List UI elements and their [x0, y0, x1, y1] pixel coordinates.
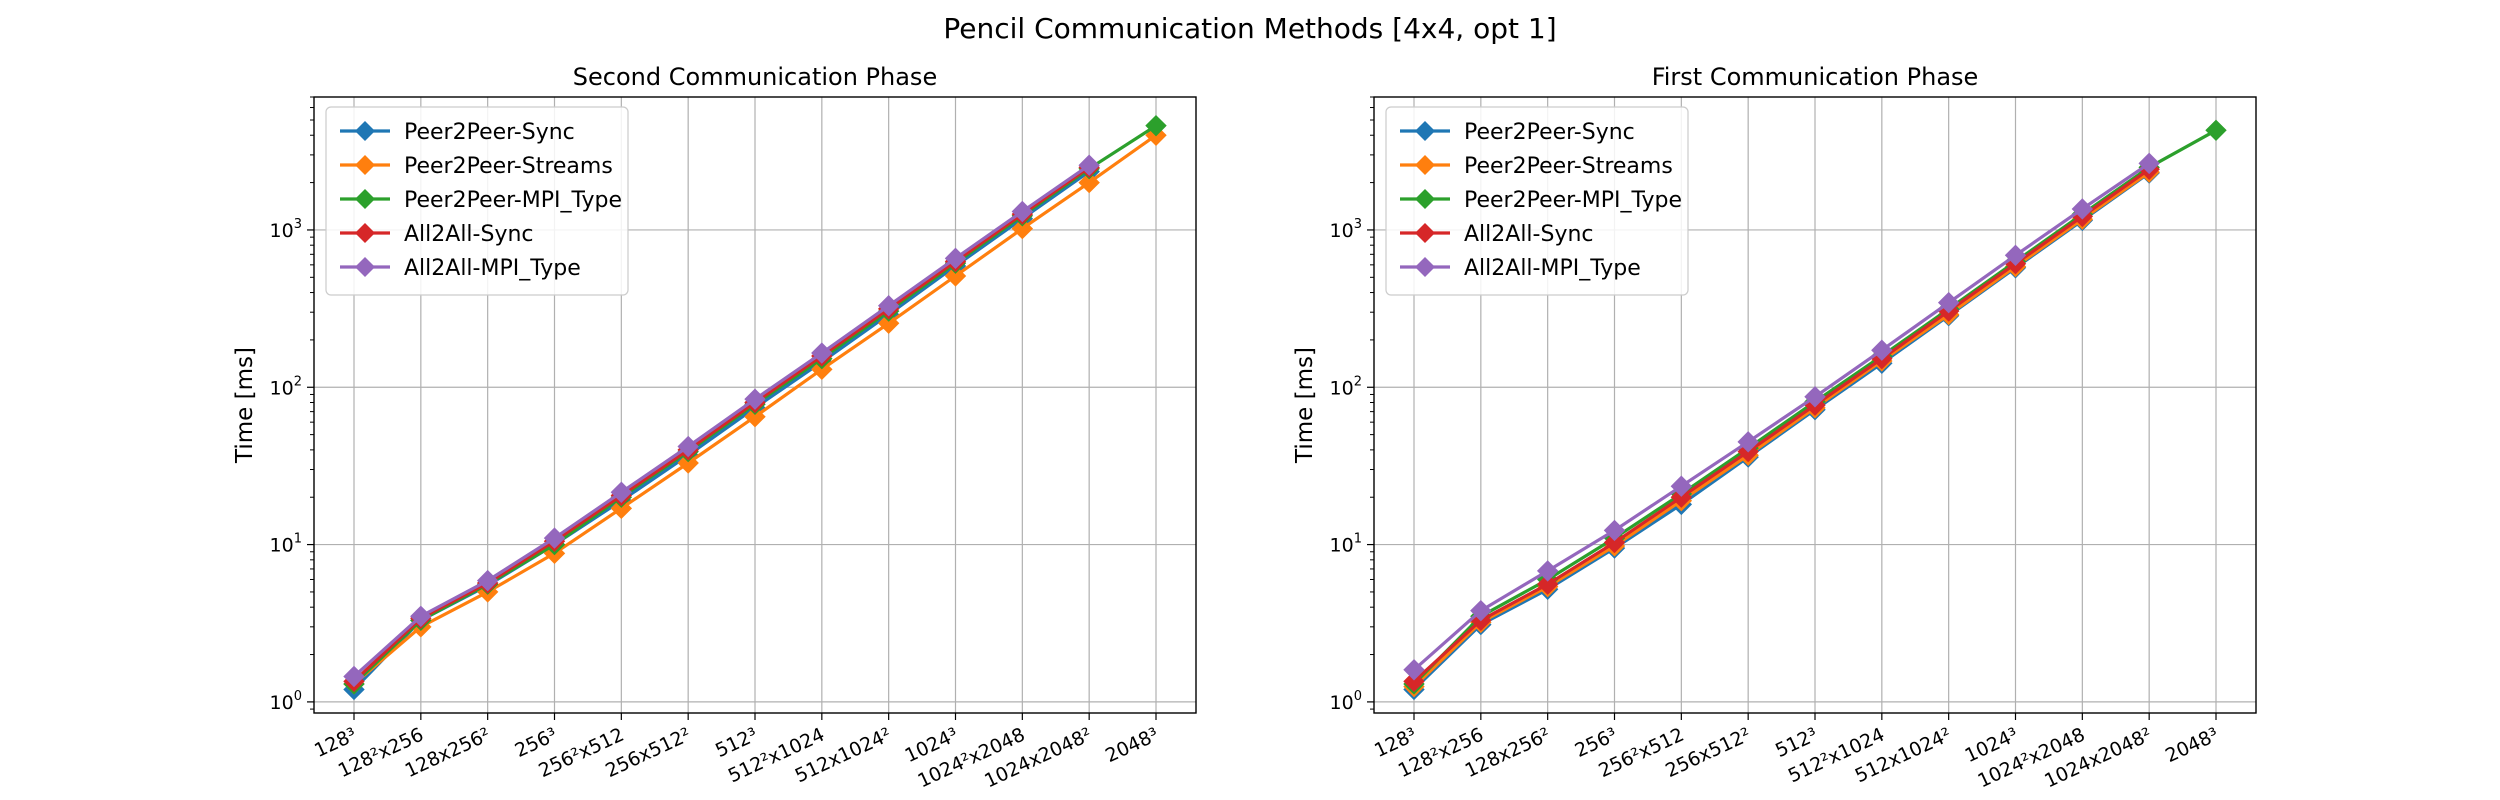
data-point — [1937, 291, 1960, 314]
data-point — [610, 481, 633, 503]
legend-label: Peer2Peer-Sync — [1464, 120, 1635, 145]
data-point — [811, 342, 833, 364]
legend-label: Peer2Peer-MPI_Type — [404, 188, 622, 213]
legend-marker — [1415, 257, 1435, 277]
legend: Peer2Peer-Sync Peer2Peer-Streams Peer2Peer… — [1385, 106, 1689, 296]
data-point — [410, 605, 432, 628]
data-point — [677, 435, 699, 458]
series-line — [1412, 167, 2151, 683]
data-point — [944, 247, 967, 270]
legend-marker — [1415, 223, 1435, 243]
data-point — [476, 569, 499, 592]
figure-suptitle: Pencil Communication Methods [4x4, opt 1… — [943, 12, 1556, 45]
data-point — [944, 265, 967, 287]
chart-title: Second Communication Phase — [573, 63, 937, 91]
data-point — [2004, 244, 2027, 267]
data-point — [2071, 198, 2094, 220]
y-tick-label: 103 — [270, 217, 302, 242]
y-tick-label: 101 — [1330, 532, 1362, 557]
chart-panel-second-phase: Second Communication Phase128³128²x25612… — [232, 63, 1197, 792]
legend-marker — [1415, 121, 1435, 141]
chart-panel-first-phase: First Communication Phase128³128²x256128… — [1292, 63, 2257, 792]
data-point — [677, 452, 699, 474]
legend-marker — [355, 189, 375, 209]
legend-marker — [1415, 189, 1435, 209]
data-point — [1011, 200, 1034, 223]
data-point — [1078, 171, 1100, 194]
legend-marker — [355, 155, 375, 175]
legend-marker — [1415, 155, 1435, 175]
data-point — [1603, 531, 1626, 554]
legend-label: Peer2Peer-Streams — [1464, 154, 1673, 179]
series-line — [352, 165, 1091, 683]
legend-marker — [355, 223, 375, 243]
data-point — [343, 665, 365, 688]
data-point — [744, 405, 766, 428]
data-point — [1470, 599, 1492, 622]
series-line — [352, 163, 1091, 678]
data-point — [1536, 560, 1559, 582]
series-line — [1412, 162, 2151, 671]
data-point — [744, 388, 766, 410]
data-point — [1603, 519, 1626, 542]
legend-label: All2All-MPI_Type — [404, 256, 581, 281]
legend-label: All2All-Sync — [1464, 222, 1594, 247]
data-point — [877, 294, 900, 317]
x-tick-label: 2048³ — [2162, 724, 2222, 768]
legend-marker — [355, 257, 375, 277]
data-point — [877, 312, 900, 335]
data-point — [1403, 659, 1425, 681]
legend-label: Peer2Peer-Streams — [404, 154, 613, 179]
y-tick-label: 100 — [1330, 689, 1362, 714]
chart-title: First Communication Phase — [1652, 63, 1979, 91]
data-point — [543, 527, 566, 549]
data-point — [1737, 431, 1759, 453]
data-point — [2205, 119, 2227, 142]
legend-label: All2All-Sync — [404, 222, 534, 247]
series-All2All-MPI_Type — [1403, 152, 2160, 681]
legend-label: Peer2Peer-MPI_Type — [1464, 188, 1682, 213]
legend-label: All2All-MPI_Type — [1464, 256, 1641, 281]
legend-label: Peer2Peer-Sync — [404, 120, 575, 145]
data-point — [1670, 486, 1693, 508]
data-point — [1403, 670, 1425, 693]
data-point — [1536, 573, 1559, 595]
series-line — [1412, 170, 2151, 688]
y-axis-label: Time [ms] — [1292, 347, 1318, 464]
data-point — [610, 497, 633, 520]
series-All2All-MPI_Type — [343, 154, 1100, 688]
y-tick-label: 101 — [270, 532, 302, 557]
y-axis-label: Time [ms] — [232, 347, 258, 464]
data-point — [1871, 339, 1893, 361]
legend-marker — [355, 121, 375, 141]
legend-box — [325, 106, 629, 296]
data-point — [1670, 475, 1693, 497]
data-point — [1145, 114, 1167, 137]
data-point — [1078, 154, 1100, 176]
data-point — [1804, 386, 1826, 408]
data-point — [1011, 217, 1034, 240]
legend: Peer2Peer-Sync Peer2Peer-Streams Peer2Peer… — [325, 106, 629, 296]
y-tick-label: 102 — [1330, 374, 1362, 399]
axes-frame — [313, 96, 1197, 714]
legend-box — [1385, 106, 1689, 296]
data-point — [2138, 152, 2160, 175]
x-tick-label: 2048³ — [1102, 724, 1162, 768]
y-tick-label: 103 — [1330, 217, 1362, 242]
axes-frame — [1373, 96, 2257, 714]
y-tick-label: 102 — [270, 374, 302, 399]
y-tick-label: 100 — [270, 689, 302, 714]
